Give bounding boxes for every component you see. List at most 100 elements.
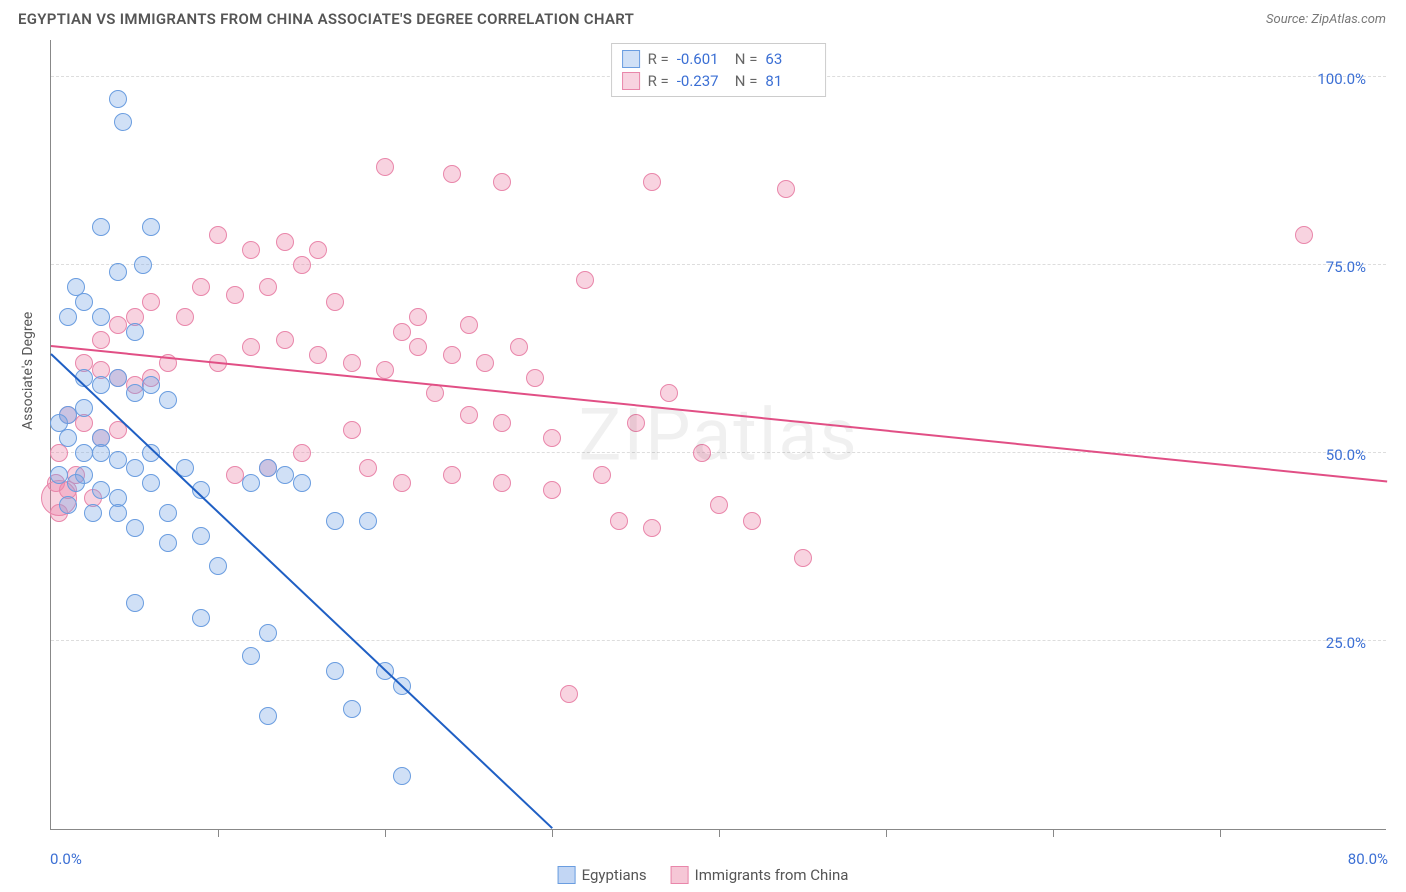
legend-n-label: N =	[735, 50, 758, 68]
data-point	[109, 90, 127, 108]
data-point	[109, 504, 127, 522]
data-point	[610, 512, 628, 530]
data-point	[209, 557, 227, 575]
legend-item: Immigrants from China	[671, 866, 849, 884]
legend-n-value: 63	[765, 50, 815, 68]
legend-n-label: N =	[735, 72, 758, 90]
legend-swatch	[622, 72, 640, 90]
data-point	[409, 308, 427, 326]
data-point	[226, 466, 244, 484]
legend-n-value: 81	[765, 72, 815, 90]
x-axis-end-label: 80.0%	[1348, 850, 1388, 868]
data-point	[109, 369, 127, 387]
data-point	[460, 316, 478, 334]
data-point	[142, 376, 160, 394]
data-point	[209, 226, 227, 244]
data-point	[293, 474, 311, 492]
data-point	[242, 474, 260, 492]
data-point	[359, 512, 377, 530]
gridline	[51, 640, 1386, 641]
data-point	[560, 685, 578, 703]
y-tick-label: 100.0%	[1317, 70, 1366, 88]
legend-label: Immigrants from China	[695, 866, 849, 884]
trend-line	[50, 353, 552, 828]
data-point	[67, 474, 85, 492]
data-point	[142, 474, 160, 492]
data-point	[276, 233, 294, 251]
data-point	[276, 331, 294, 349]
source-attribution: Source: ZipAtlas.com	[1266, 12, 1386, 27]
data-point	[343, 354, 361, 372]
data-point	[359, 459, 377, 477]
data-point	[326, 512, 344, 530]
data-point	[134, 256, 152, 274]
data-point	[84, 504, 102, 522]
data-point	[109, 451, 127, 469]
data-point	[259, 624, 277, 642]
data-point	[126, 519, 144, 537]
data-point	[309, 241, 327, 259]
data-point	[393, 767, 411, 785]
x-tick	[385, 829, 386, 837]
data-point	[92, 308, 110, 326]
data-point	[192, 609, 210, 627]
data-point	[159, 504, 177, 522]
correlation-legend: R = -0.601 N = 63 R = -0.237 N = 81	[611, 43, 827, 97]
x-tick	[719, 829, 720, 837]
data-point	[326, 293, 344, 311]
data-point	[75, 399, 93, 417]
data-point	[476, 354, 494, 372]
data-point	[343, 421, 361, 439]
data-point	[126, 323, 144, 341]
data-point	[126, 384, 144, 402]
data-point	[343, 700, 361, 718]
data-point	[777, 180, 795, 198]
legend-row: R =-0.601N =63	[622, 48, 816, 70]
data-point	[293, 256, 311, 274]
data-point	[50, 466, 68, 484]
data-point	[660, 384, 678, 402]
data-point	[59, 496, 77, 514]
data-point	[293, 444, 311, 462]
data-point	[276, 466, 294, 484]
data-point	[142, 218, 160, 236]
legend-row: R = -0.237 N = 81	[622, 70, 816, 92]
y-axis-label: Associate's Degree	[20, 312, 36, 430]
x-tick	[1220, 829, 1221, 837]
x-axis-start-label: 0.0%	[50, 850, 82, 868]
data-point	[92, 376, 110, 394]
data-point	[242, 338, 260, 356]
data-point	[526, 369, 544, 387]
data-point	[543, 481, 561, 499]
data-point	[376, 361, 394, 379]
x-tick	[218, 829, 219, 837]
data-point	[142, 293, 160, 311]
legend-item: Egyptians	[558, 866, 647, 884]
legend-r-value: -0.601	[677, 50, 727, 68]
data-point	[109, 316, 127, 334]
data-point	[126, 459, 144, 477]
data-point	[493, 414, 511, 432]
legend-swatch	[558, 866, 576, 884]
data-point	[643, 173, 661, 191]
data-point	[627, 414, 645, 432]
data-point	[1295, 226, 1313, 244]
data-point	[75, 293, 93, 311]
data-point	[309, 346, 327, 364]
data-point	[576, 271, 594, 289]
data-point	[393, 323, 411, 341]
data-point	[176, 308, 194, 326]
data-point	[443, 346, 461, 364]
data-point	[59, 308, 77, 326]
data-point	[326, 662, 344, 680]
trend-line	[51, 345, 1387, 482]
data-point	[126, 594, 144, 612]
data-point	[693, 444, 711, 462]
gridline	[51, 264, 1386, 265]
data-point	[259, 278, 277, 296]
legend-r-label: R =	[648, 72, 669, 90]
data-point	[460, 406, 478, 424]
data-point	[242, 241, 260, 259]
legend-r-value: -0.237	[677, 72, 727, 90]
data-point	[114, 113, 132, 131]
